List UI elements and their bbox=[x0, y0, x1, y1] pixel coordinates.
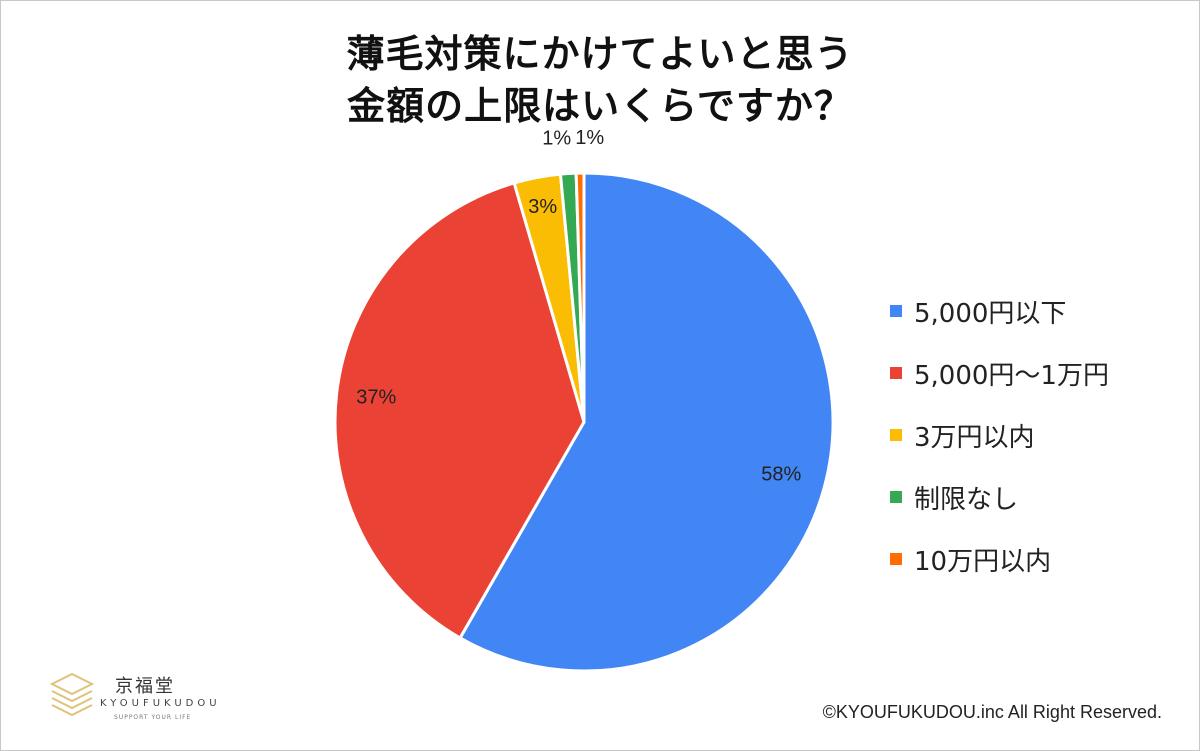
legend-swatch-3 bbox=[890, 429, 902, 441]
legend-swatch-1 bbox=[890, 305, 902, 317]
company-logo: 京福堂 KYOUFUKUDOU SUPPORT YOUR LIFE bbox=[40, 662, 217, 732]
legend-item-5: 10万円以内 bbox=[890, 528, 1109, 590]
pie-slice-label-5: 1% bbox=[575, 127, 604, 149]
pie-slice-5 bbox=[574, 171, 586, 424]
legend-swatch-2 bbox=[890, 367, 902, 379]
logo-roman-name: KYOUFUKUDOU bbox=[100, 698, 221, 709]
pie-slice-label-2: 37% bbox=[356, 386, 396, 408]
legend-item-2: 5,000円～1万円 bbox=[890, 342, 1109, 404]
chart-title-line-1: 薄毛対策にかけてよいと思う bbox=[346, 32, 854, 76]
pie-slice-1 bbox=[458, 171, 835, 673]
logo-tagline: SUPPORT YOUR LIFE bbox=[114, 714, 192, 721]
chart-title-line-2: 金額の上限はいくらですか？ bbox=[347, 84, 853, 128]
legend-label-3: 3万円以内 bbox=[914, 422, 1035, 453]
logo-name: 京福堂 bbox=[115, 676, 175, 697]
legend-label-4: 制限なし bbox=[914, 484, 1019, 515]
legend-label-2: 5,000円～1万円 bbox=[914, 360, 1109, 391]
copyright-notice: ©KYOUFUKUDOU.inc All Right Reserved. bbox=[822, 702, 1162, 722]
pie-slice-label-3: 3% bbox=[528, 196, 557, 218]
legend-label-1: 5,000円以下 bbox=[914, 298, 1067, 329]
legend-swatch-4 bbox=[890, 491, 902, 503]
pie-slice-label-1: 58% bbox=[761, 464, 801, 486]
pie-slice-label-4: 1% bbox=[542, 128, 571, 150]
logo-mark-icon bbox=[50, 672, 94, 717]
legend-label-5: 10万円以内 bbox=[914, 546, 1052, 577]
chart-legend: 5,000円以下 5,000円～1万円 3万円以内制限なし 10万円以内 bbox=[890, 280, 1109, 590]
legend-swatch-5 bbox=[890, 553, 902, 565]
legend-item-3: 3万円以内 bbox=[890, 404, 1109, 466]
pie-slice-2 bbox=[333, 181, 586, 640]
legend-item-1: 5,000円以下 bbox=[890, 280, 1109, 342]
legend-item-4: 制限なし bbox=[890, 466, 1109, 528]
chart-title: 薄毛対策にかけてよいと思う 金額の上限はいくらですか？ bbox=[190, 28, 1010, 132]
